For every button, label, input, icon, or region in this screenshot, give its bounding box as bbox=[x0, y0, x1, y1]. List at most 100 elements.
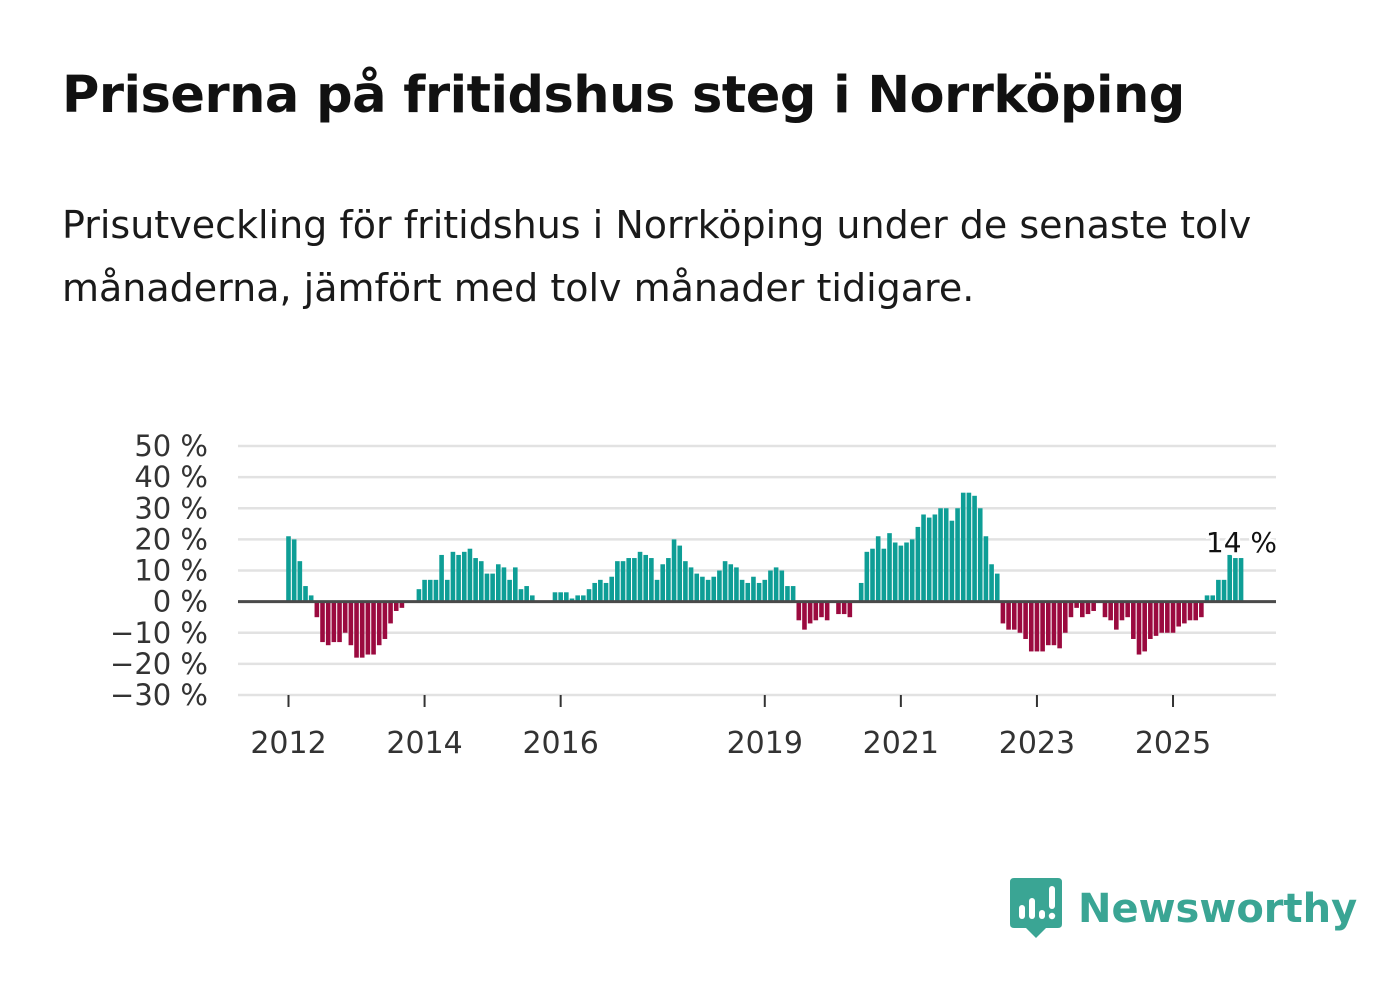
bar bbox=[1227, 554, 1233, 602]
bar bbox=[444, 579, 450, 602]
bar bbox=[478, 561, 484, 602]
bar bbox=[751, 576, 756, 602]
newsworthy-logo: Newsworthy bbox=[1010, 878, 1357, 940]
bar bbox=[932, 514, 938, 602]
bar bbox=[320, 601, 325, 643]
bar bbox=[1193, 601, 1198, 621]
bar bbox=[875, 536, 881, 602]
bar bbox=[813, 601, 819, 621]
bar bbox=[342, 601, 348, 633]
bar bbox=[1034, 601, 1040, 652]
bar bbox=[1136, 601, 1142, 655]
y-tick-label: 0 % bbox=[153, 585, 208, 619]
bar bbox=[1204, 595, 1210, 602]
bar bbox=[796, 601, 802, 621]
bar bbox=[564, 592, 569, 602]
bar bbox=[802, 601, 807, 630]
bar bbox=[1176, 601, 1181, 627]
bar bbox=[518, 589, 524, 602]
bar bbox=[1142, 601, 1147, 652]
bar bbox=[756, 582, 762, 602]
bar bbox=[1085, 601, 1091, 615]
bar bbox=[393, 601, 399, 611]
bar bbox=[461, 551, 467, 602]
bar bbox=[983, 536, 989, 602]
bar bbox=[331, 601, 337, 643]
bar bbox=[1210, 595, 1216, 602]
bar bbox=[711, 576, 717, 602]
bar bbox=[303, 586, 308, 602]
bar bbox=[1091, 601, 1096, 611]
bar bbox=[1233, 558, 1238, 602]
bar bbox=[819, 601, 824, 618]
bar bbox=[1170, 601, 1176, 633]
bar bbox=[671, 539, 677, 602]
bar bbox=[1182, 601, 1187, 624]
x-tick-label: 2025 bbox=[1135, 726, 1211, 761]
bar bbox=[955, 508, 960, 602]
bar bbox=[1119, 601, 1125, 621]
bar bbox=[388, 601, 393, 624]
bar bbox=[949, 520, 955, 602]
bar bbox=[1199, 601, 1204, 618]
bar bbox=[615, 561, 620, 602]
bar bbox=[490, 573, 495, 602]
bar bbox=[1187, 601, 1193, 621]
y-tick-label: −30 % bbox=[110, 678, 208, 712]
bar bbox=[632, 558, 637, 602]
bar bbox=[915, 526, 921, 602]
y-tick-label: 50 % bbox=[134, 429, 208, 463]
bar bbox=[1011, 601, 1017, 630]
bar bbox=[586, 589, 592, 602]
bar bbox=[1051, 601, 1057, 646]
bar bbox=[1062, 601, 1068, 633]
bar bbox=[1006, 601, 1011, 630]
bar bbox=[700, 576, 705, 602]
bar bbox=[779, 570, 785, 602]
bar bbox=[836, 601, 841, 615]
bar bbox=[660, 564, 666, 602]
last-value-label: 14 % bbox=[1206, 526, 1277, 559]
bar bbox=[603, 582, 609, 602]
bar bbox=[677, 545, 683, 602]
bar bbox=[1238, 558, 1244, 602]
bar bbox=[1057, 601, 1062, 649]
bar bbox=[1074, 601, 1079, 608]
bar bbox=[524, 586, 529, 602]
bar bbox=[325, 601, 331, 646]
bar bbox=[433, 579, 439, 602]
bar bbox=[484, 573, 490, 602]
bar bbox=[1125, 601, 1130, 618]
bar bbox=[399, 601, 405, 608]
bar bbox=[348, 601, 354, 646]
bar bbox=[841, 601, 847, 615]
bar bbox=[881, 548, 887, 602]
bar bbox=[598, 579, 603, 602]
bar bbox=[966, 492, 972, 602]
x-tick-label: 2023 bbox=[999, 726, 1075, 761]
bar bbox=[427, 579, 433, 602]
bar bbox=[1102, 601, 1108, 618]
bar bbox=[592, 582, 597, 602]
bar bbox=[824, 601, 830, 621]
bar bbox=[575, 595, 580, 602]
x-tick-label: 2014 bbox=[386, 726, 462, 761]
bar bbox=[1040, 601, 1045, 652]
bar bbox=[717, 570, 722, 602]
bar bbox=[530, 595, 535, 602]
bar bbox=[467, 548, 473, 602]
bar bbox=[1148, 601, 1153, 639]
x-tick-label: 2019 bbox=[727, 726, 803, 761]
bar bbox=[705, 579, 711, 602]
bar bbox=[938, 508, 943, 602]
bar bbox=[422, 579, 427, 602]
bar bbox=[371, 601, 376, 655]
chart-title: Priserna på fritidshus steg i Norrköping bbox=[62, 66, 1185, 125]
bar bbox=[1000, 601, 1006, 624]
bar bbox=[649, 558, 654, 602]
bar bbox=[1153, 601, 1159, 636]
bar bbox=[694, 573, 700, 602]
bar bbox=[762, 579, 768, 602]
bar bbox=[1017, 601, 1023, 633]
brand-name: Newsworthy bbox=[1078, 886, 1358, 932]
